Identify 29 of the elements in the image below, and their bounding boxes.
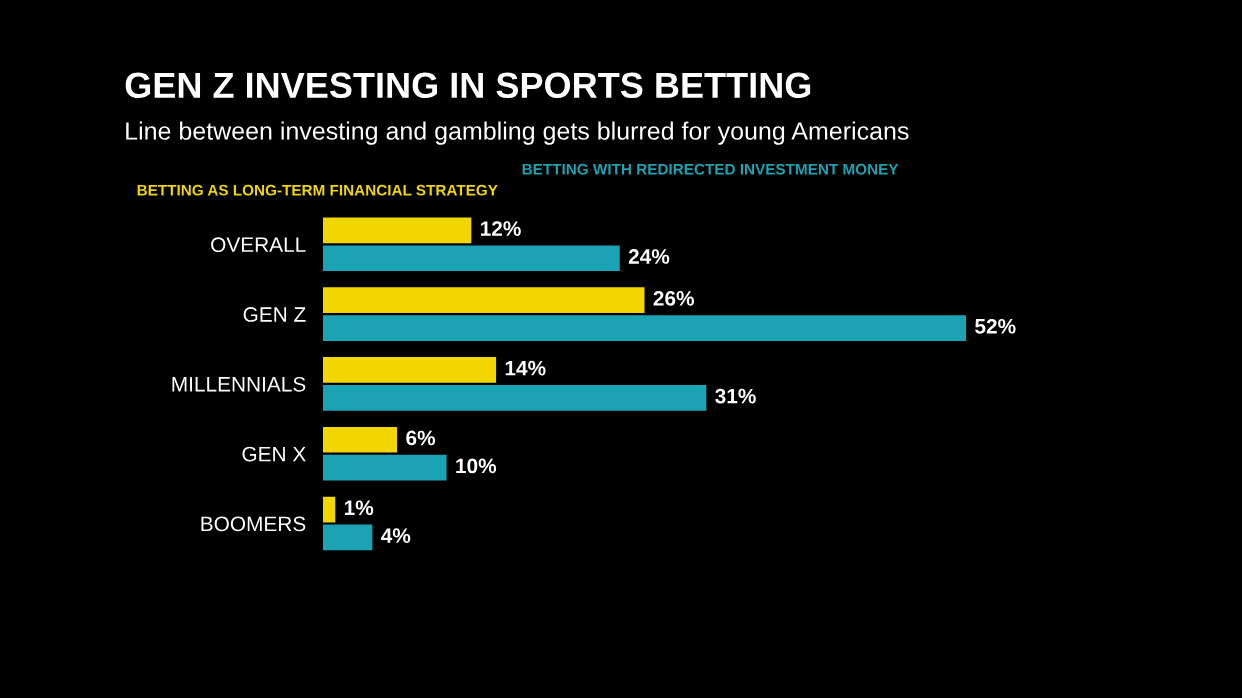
bar bbox=[322, 426, 398, 453]
data-label: 31% bbox=[715, 388, 756, 404]
bar bbox=[322, 496, 336, 523]
series-label: BETTING AS LONG-TERM FINANCIAL STRATEGY bbox=[137, 184, 498, 196]
bar bbox=[322, 287, 645, 313]
y-tick-label: OVERALL bbox=[211, 237, 306, 253]
chart-title: GEN Z INVESTING IN SPORTS BETTING bbox=[125, 72, 811, 99]
data-label: 12% bbox=[480, 221, 521, 236]
bar bbox=[322, 524, 373, 551]
data-label: 6% bbox=[406, 430, 436, 446]
bar bbox=[322, 454, 447, 481]
bar bbox=[322, 385, 707, 411]
y-tick-label: MILLENNIALS bbox=[172, 376, 306, 392]
data-label: 24% bbox=[628, 249, 670, 264]
data-label: 1% bbox=[344, 500, 374, 516]
data-label: 10% bbox=[456, 458, 497, 474]
data-label: 26% bbox=[653, 290, 694, 306]
bar bbox=[322, 315, 967, 341]
data-label: 4% bbox=[381, 528, 411, 544]
y-tick-label: GEN X bbox=[242, 446, 306, 462]
bar bbox=[322, 217, 472, 244]
bar bbox=[322, 357, 497, 383]
data-label: 52% bbox=[975, 318, 1016, 334]
chart-subtitle: Line between investing and gambling gets blurred for young Americans bbox=[126, 121, 909, 145]
y-tick-label: BOOMERS bbox=[201, 516, 306, 532]
data-label: 14% bbox=[505, 360, 546, 376]
text: BETTING WITH REDIRECTED INVESTMENT MONEY bbox=[522, 163, 899, 175]
y-tick-label: GEN Z bbox=[243, 307, 306, 322]
bar bbox=[322, 245, 620, 272]
